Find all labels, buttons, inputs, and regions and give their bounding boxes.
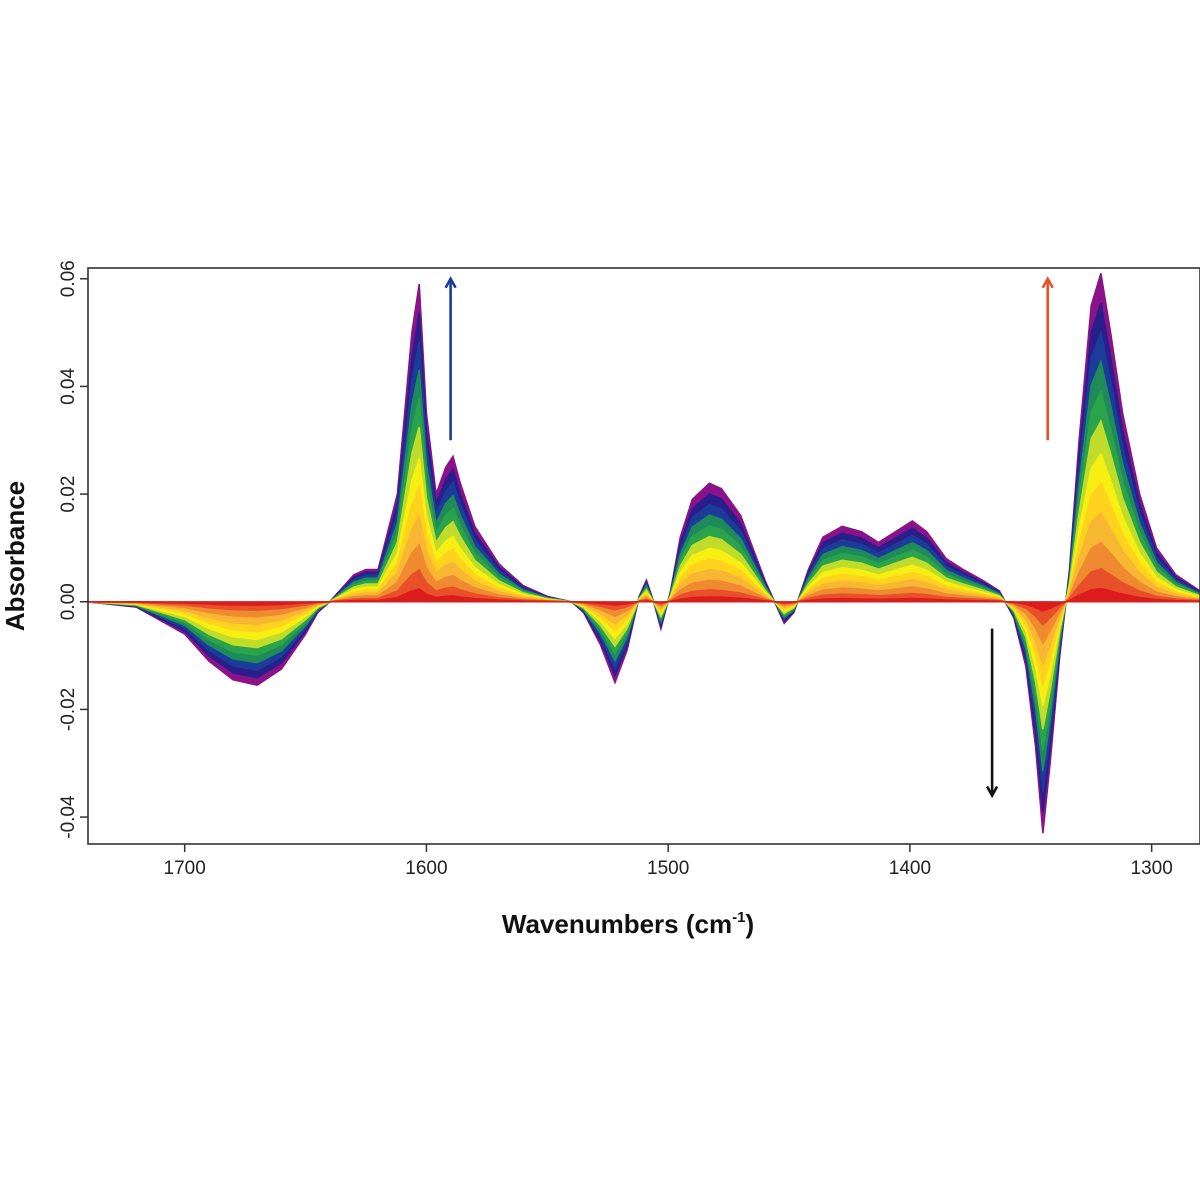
x-axis-title: Wavenumbers (cm-1): [502, 909, 754, 939]
plot-frame: [87, 267, 1200, 845]
spectra-series-group: [88, 273, 1200, 834]
x-tick-label: 1700: [164, 858, 206, 879]
spectrum-line-9: [88, 359, 1200, 771]
spectrum-line-12: [88, 273, 1200, 834]
x-tick-label: 1400: [889, 858, 931, 879]
spectrum-line-8: [88, 389, 1200, 751]
spectrum-area-11: [88, 302, 1200, 813]
x-axis: 1700 1600 1500 1400 1300: [164, 844, 1173, 879]
y-axis: 0.06 0.04 0.02 0.00 -0.02 -0.04: [58, 260, 88, 839]
annotation-arrows: [444, 276, 1054, 799]
y-tick-label: -0.04: [58, 795, 79, 839]
y-tick-label: 0.00: [58, 583, 79, 620]
spectrum-line-4: [88, 511, 1200, 667]
x-tick-label: 1500: [647, 858, 689, 879]
y-tick-label: 0.02: [58, 476, 79, 513]
spectrum-area-12: [88, 273, 1200, 834]
spectrum-line-3: [88, 541, 1200, 646]
y-tick-label: -0.02: [58, 688, 79, 731]
spectrum-line-11: [88, 302, 1200, 813]
spectrum-line-7: [88, 419, 1200, 730]
blue-up-arrow: [444, 276, 457, 441]
x-tick-label: 1600: [405, 858, 447, 879]
spectrum-line-10: [88, 329, 1200, 792]
black-down-arrow: [985, 628, 999, 799]
y-axis-title: Absorbance: [0, 481, 30, 631]
orange-up-arrow: [1041, 276, 1054, 441]
baseline-spectrum-3: [88, 591, 1200, 610]
spectrum-line-2: [88, 568, 1200, 627]
spectrum-line-6: [88, 452, 1200, 707]
y-tick-label: 0.04: [58, 368, 79, 405]
x-tick-label: 1300: [1131, 858, 1173, 879]
spectrum-line-5: [88, 482, 1200, 689]
y-tick-label: 0.06: [58, 260, 79, 297]
